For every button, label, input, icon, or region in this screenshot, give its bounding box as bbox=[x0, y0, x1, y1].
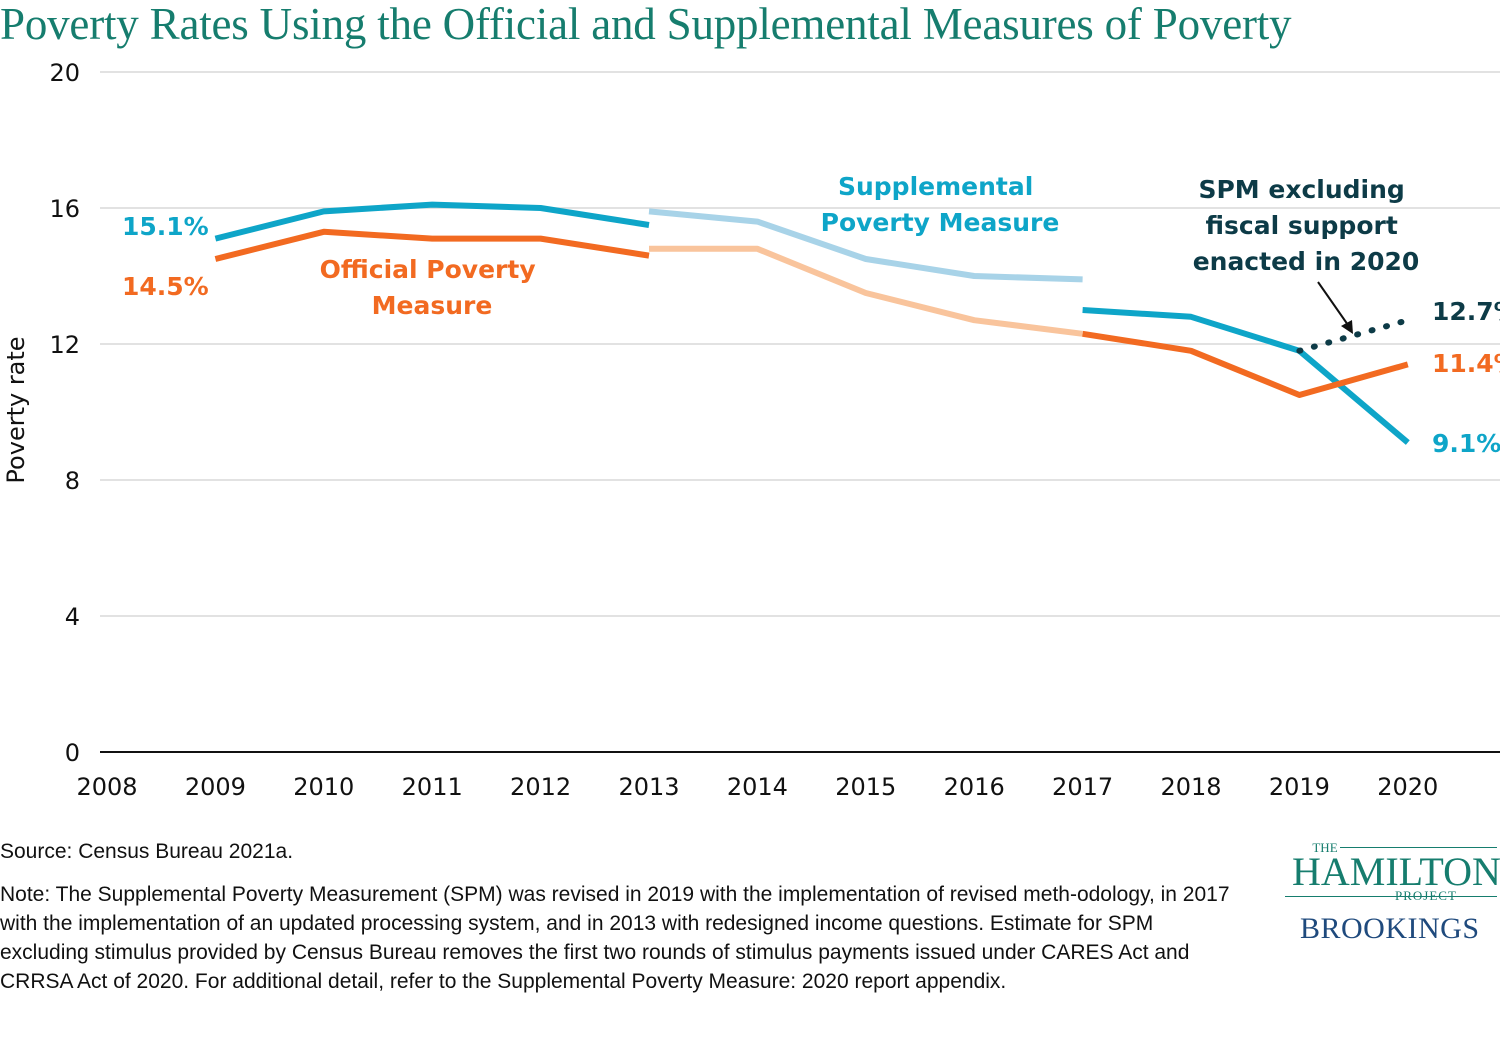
y-tick-4: 4 bbox=[65, 603, 80, 631]
y-tick-20: 20 bbox=[49, 59, 80, 87]
x-tick-2013: 2013 bbox=[618, 773, 679, 801]
logo-hamilton: HAMILTON bbox=[1292, 849, 1500, 894]
spm-excl-label-line-3: enacted in 2020 bbox=[1193, 247, 1420, 276]
series-1-segment-0 bbox=[214, 228, 650, 262]
series-lines bbox=[214, 201, 1411, 445]
opm-end-label: 11.4% bbox=[1432, 349, 1500, 378]
y-tick-0: 0 bbox=[65, 739, 80, 767]
x-tick-2008: 2008 bbox=[76, 773, 137, 801]
series-1-segment-2 bbox=[1082, 330, 1409, 398]
y-tick-12: 12 bbox=[49, 331, 80, 359]
series-2-segment-0 bbox=[1296, 317, 1411, 354]
x-tick-2017: 2017 bbox=[1052, 773, 1113, 801]
spm-series-label-line-2: Poverty Measure bbox=[821, 208, 1060, 237]
spm-start-label: 15.1% bbox=[122, 212, 209, 241]
x-tick-2018: 2018 bbox=[1160, 773, 1221, 801]
opm-series-label: Official Poverty Measure bbox=[320, 255, 545, 320]
chart-title: Poverty Rates Using the Official and Sup… bbox=[0, 0, 1292, 49]
x-tick-2012: 2012 bbox=[510, 773, 571, 801]
x-tick-2020: 2020 bbox=[1377, 773, 1438, 801]
x-tick-2011: 2011 bbox=[402, 773, 463, 801]
spm-series-label: Supplemental Poverty Measure bbox=[821, 172, 1060, 237]
spm-excl-label-line-1: SPM excluding bbox=[1198, 175, 1404, 204]
x-tick-2019: 2019 bbox=[1269, 773, 1330, 801]
methodology-note: Note: The Supplemental Poverty Measureme… bbox=[0, 883, 1230, 993]
x-tick-2015: 2015 bbox=[835, 773, 896, 801]
spm-end-label: 9.1% bbox=[1432, 429, 1500, 458]
spm-series-label-line-1: Supplemental bbox=[838, 172, 1033, 201]
logo-the: THE bbox=[1312, 840, 1338, 855]
opm-start-label: 14.5% bbox=[122, 272, 209, 301]
source-note: Source: Census Bureau 2021a. bbox=[0, 840, 294, 863]
opm-series-label-line-2: Measure bbox=[372, 291, 493, 320]
y-axis-label: Poverty rate bbox=[2, 336, 30, 483]
logo-rule bbox=[1285, 896, 1497, 897]
x-tick-2009: 2009 bbox=[185, 773, 246, 801]
x-tick-labels: 2008 2009 2010 2011 2012 2013 2014 2015 2016 2017… bbox=[76, 773, 1438, 801]
x-tick-2014: 2014 bbox=[727, 773, 788, 801]
logo-brookings: BROOKINGS bbox=[1300, 912, 1480, 945]
y-tick-16: 16 bbox=[49, 195, 80, 223]
spm-excl-series-label: SPM excluding fiscal support enacted in … bbox=[1193, 175, 1420, 276]
series-0-segment-1 bbox=[648, 208, 1083, 283]
logo-rule-top bbox=[1340, 847, 1497, 848]
hamilton-brookings-logo: THE HAMILTON PROJECT BROOKINGS bbox=[1280, 840, 1500, 950]
series-0-segment-0 bbox=[214, 201, 650, 242]
x-tick-2010: 2010 bbox=[293, 773, 354, 801]
y-tick-8: 8 bbox=[65, 467, 80, 495]
spm-excl-label-line-2: fiscal support bbox=[1205, 211, 1397, 240]
opm-series-label-line-1: Official Poverty bbox=[320, 255, 536, 284]
gridlines bbox=[100, 71, 1500, 753]
series-0-segment-2 bbox=[1082, 307, 1410, 445]
annotation-arrow bbox=[1317, 281, 1353, 334]
x-tick-2016: 2016 bbox=[944, 773, 1005, 801]
logo-project: PROJECT bbox=[1395, 888, 1457, 903]
y-tick-labels: 0 4 8 12 16 20 bbox=[49, 59, 80, 767]
series-1-segment-1 bbox=[649, 245, 1083, 337]
spm-excl-end-label: 12.7% bbox=[1432, 297, 1500, 326]
